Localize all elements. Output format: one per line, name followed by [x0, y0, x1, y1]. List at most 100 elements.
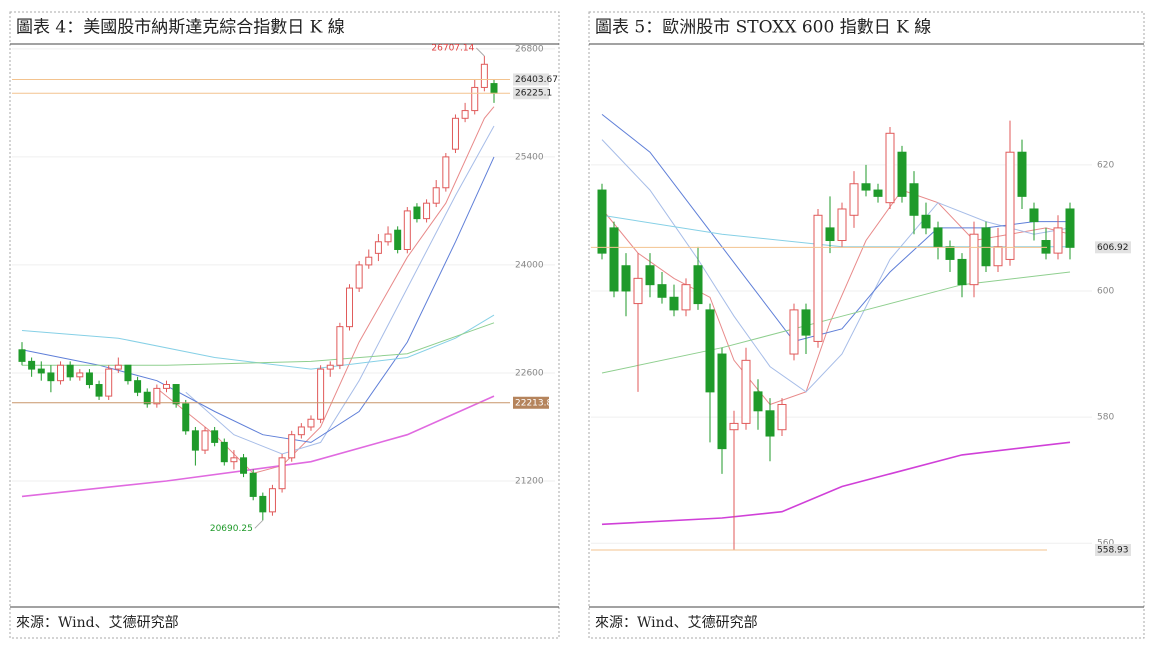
candle-body [432, 187, 440, 204]
candle-body [76, 372, 84, 378]
candle-body [873, 189, 883, 197]
candle-body [777, 403, 787, 431]
moving-average-line [22, 322, 495, 366]
candle-body [95, 384, 103, 397]
moving-average-line [601, 139, 1071, 393]
moving-average-line [601, 441, 1071, 526]
candle-body [182, 403, 190, 432]
candle-body [365, 256, 373, 266]
moving-average-line [21, 156, 495, 443]
candle-body [18, 349, 26, 362]
candle-body [191, 430, 199, 451]
candle-body [442, 156, 450, 189]
candle-body [1053, 227, 1063, 254]
price-label: 26403.67 [515, 75, 558, 85]
candle-body [597, 189, 607, 254]
candle-body [153, 387, 161, 405]
annotation-leader [476, 47, 485, 57]
candle-body [114, 364, 122, 370]
candle-body [861, 183, 871, 191]
candle-body [423, 202, 431, 220]
candle-body [201, 430, 209, 451]
candle-body [28, 360, 36, 370]
candle-body [609, 227, 619, 292]
candle-body [37, 368, 45, 374]
candle-body [66, 364, 74, 378]
candle-body [278, 457, 286, 490]
price-label-box [1095, 241, 1131, 254]
candle-body [355, 264, 363, 289]
y-tick-label: 620 [1097, 160, 1114, 170]
candle-body [384, 233, 392, 243]
candle-body [621, 265, 631, 292]
candle-body [1005, 151, 1015, 260]
candle-body [1017, 151, 1027, 197]
candle-body [897, 151, 907, 197]
candle-body [394, 229, 402, 250]
candle-body [933, 227, 943, 248]
candle-body [307, 418, 315, 428]
candle-body [143, 391, 151, 405]
candle-body [288, 434, 296, 459]
candle-body [981, 227, 991, 267]
candle-body [336, 326, 344, 366]
candle-body [945, 246, 955, 260]
price-label: 22213.8 [515, 398, 552, 408]
price-label: 558.93 [1097, 545, 1129, 555]
candle-body [957, 258, 967, 286]
candle-body [451, 117, 459, 150]
annotation: 26707.14 [431, 44, 474, 54]
moving-average-line [601, 214, 1070, 248]
price-label: 606.92 [1097, 243, 1129, 253]
candle-body [657, 284, 667, 298]
candle-body [220, 441, 228, 463]
candle-body [47, 372, 55, 382]
candle-body [297, 426, 305, 436]
price-label-box [1095, 543, 1131, 556]
candle-body [1029, 208, 1039, 223]
panel-border [9, 11, 560, 639]
candle-body [249, 472, 257, 497]
y-tick-label: 25400 [515, 152, 544, 162]
price-label: 26225.1 [515, 89, 552, 99]
candle-body [885, 132, 895, 204]
candle-body [909, 183, 919, 216]
chart-title: 圖表 5：歐洲股市 STOXX 600 指數日 K 線 [595, 18, 931, 38]
price-label-box [513, 73, 549, 86]
candle-body [211, 430, 219, 443]
y-tick-label: 560 [1097, 539, 1114, 549]
candle-body [849, 183, 859, 216]
candle-body [705, 309, 715, 393]
chart-source: 來源：Wind、艾德研究部 [595, 615, 758, 631]
candle-body [693, 265, 703, 305]
candle-body [471, 86, 479, 112]
candle-body [85, 372, 93, 386]
candle-body [162, 384, 170, 389]
candle-body [403, 210, 411, 250]
candle-body [969, 233, 979, 286]
candle-body [259, 495, 267, 513]
candle-body [669, 296, 679, 311]
candle-body [801, 309, 811, 336]
candle-body [326, 364, 334, 370]
candle-body [717, 353, 727, 450]
candle-body [633, 277, 643, 305]
candle-body [346, 287, 354, 328]
y-tick-label: 26800 [515, 44, 544, 54]
price-label-box [513, 87, 549, 100]
candle-body [921, 214, 931, 229]
candle-body [837, 208, 847, 242]
moving-average-line [21, 314, 495, 370]
candle-body [413, 206, 421, 220]
candle-body [461, 110, 469, 119]
candle-body [105, 368, 113, 397]
candle-body [753, 391, 763, 412]
moving-average-line [21, 395, 495, 498]
candle-body [765, 410, 775, 437]
candle-body [230, 457, 238, 463]
candle-body [268, 488, 276, 513]
annotation-leader [254, 519, 264, 529]
candle-body [57, 364, 65, 382]
candle-body [317, 368, 325, 420]
